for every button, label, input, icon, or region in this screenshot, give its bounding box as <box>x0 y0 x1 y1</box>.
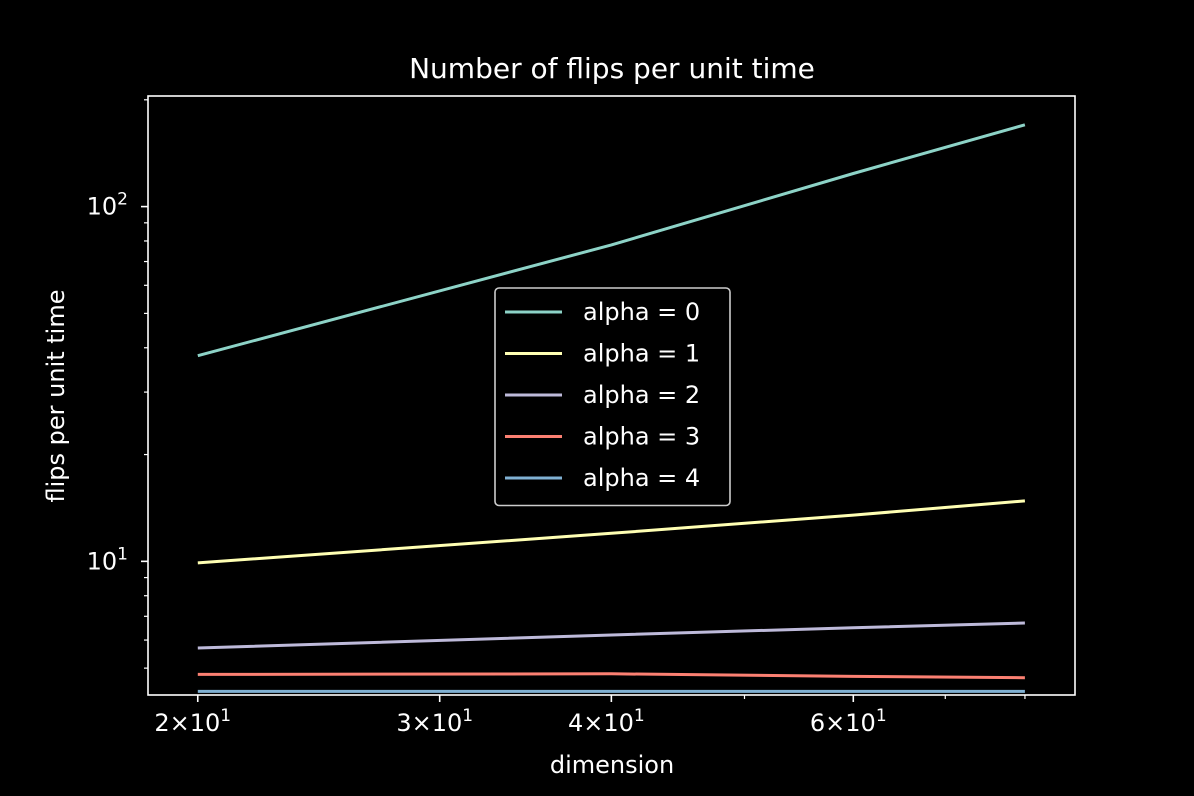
x-tick-label-0: 2×101 <box>154 706 231 737</box>
chart-title: Number of flips per unit time <box>409 52 815 85</box>
y-tick-label-1: 102 <box>87 190 128 221</box>
series-line-3 <box>197 672 1025 680</box>
x-tick-label-2: 4×101 <box>568 706 645 737</box>
x-axis-label: dimension <box>550 751 674 779</box>
series-line-1 <box>197 499 1026 565</box>
series-line-0 <box>197 123 1026 358</box>
x-tick-label-3: 6×101 <box>810 706 887 737</box>
legend-label-2: alpha = 2 <box>583 381 700 409</box>
y-tick-label-0: 101 <box>87 544 128 575</box>
legend-label-0: alpha = 0 <box>583 298 700 326</box>
x-axis: 2×101 3×101 4×101 6×101 <box>154 695 1026 737</box>
x-tick-label-1: 3×101 <box>396 706 473 737</box>
plot-area <box>197 123 1026 693</box>
legend-label-1: alpha = 1 <box>583 340 700 368</box>
y-axis-label: flips per unit time <box>42 290 70 503</box>
legend-box <box>494 287 731 507</box>
series-line-2 <box>197 621 1025 650</box>
legend-label-4: alpha = 4 <box>583 464 700 492</box>
y-axis: 101 102 <box>87 99 148 669</box>
legend-label-3: alpha = 3 <box>583 423 700 451</box>
legend: alpha = 0 alpha = 1 alpha = 2 alpha = 3 alph… <box>494 287 731 507</box>
